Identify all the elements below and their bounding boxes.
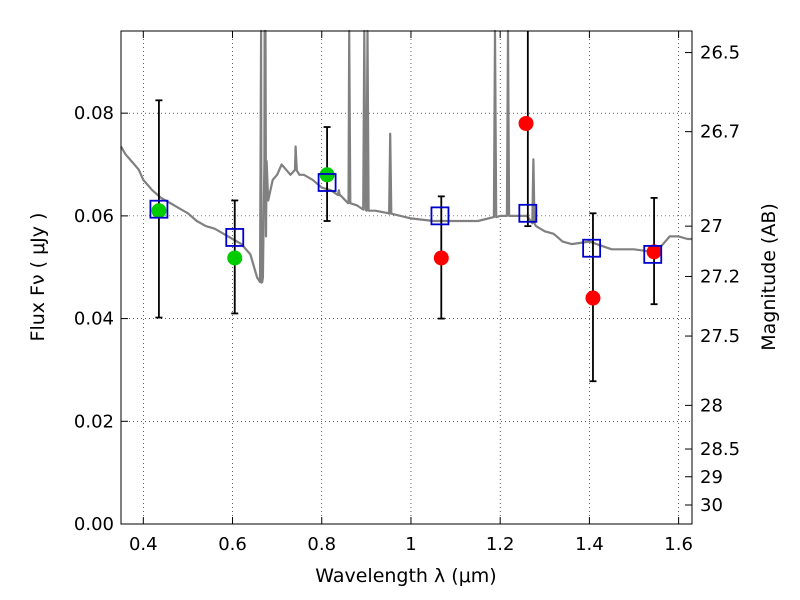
model-spectrum [120,29,692,284]
x-tick-label: 1.2 [486,534,515,555]
red-point [646,244,662,260]
red-point [433,250,449,266]
x-tick-label: 1.4 [575,534,604,555]
y2-tick-label: 27.5 [700,326,740,347]
green-point [151,203,167,219]
y2-tick-label: 28.5 [700,439,740,460]
model-square [643,244,663,264]
plot-frame [120,30,693,525]
y-axis-label: Flux Fν ( μJy ) [27,213,49,342]
red-point [585,290,601,306]
y2-tick-label: 27.2 [700,266,740,287]
y-tick-label: 0.08 [74,103,114,124]
y2-tick-label: 27 [700,216,723,237]
x-tick-label: 0.6 [218,534,247,555]
y2-tick-label: 28 [700,395,723,416]
model-square [582,238,602,258]
model-square [225,228,245,247]
y-tick-label: 0.00 [74,514,114,535]
model-square [518,203,538,223]
y2-axis-label: Magnitude (AB) [758,203,780,351]
x-axis-label: Wavelength λ (μm) [315,565,496,587]
red-point [518,115,534,131]
x-tick-label: 0.8 [307,534,336,555]
x-tick-label: 1 [405,534,416,555]
x-tick-label: 1.6 [664,534,693,555]
model-square [430,206,450,226]
y-tick-label: 0.06 [74,206,114,227]
y2-tick-label: 26.7 [700,122,740,143]
model-square [317,173,337,192]
model-square [149,199,169,219]
y2-tick-label: 26.5 [700,43,740,64]
axis-ticks [121,31,692,525]
x-tick-label: 0.4 [129,534,158,555]
tick-labels: 0.4 0.6 0.8 1 1.2 1.4 1.6 0.00 0.02 0.04 0.06 0.08 2… [74,43,740,555]
model-spectrum-line [120,29,692,284]
green-point [227,250,243,266]
y2-tick-label: 30 [700,495,723,516]
y2-tick-label: 29 [700,467,723,488]
data-points [149,115,663,306]
y-tick-label: 0.04 [74,309,114,330]
y-tick-label: 0.02 [74,411,114,432]
